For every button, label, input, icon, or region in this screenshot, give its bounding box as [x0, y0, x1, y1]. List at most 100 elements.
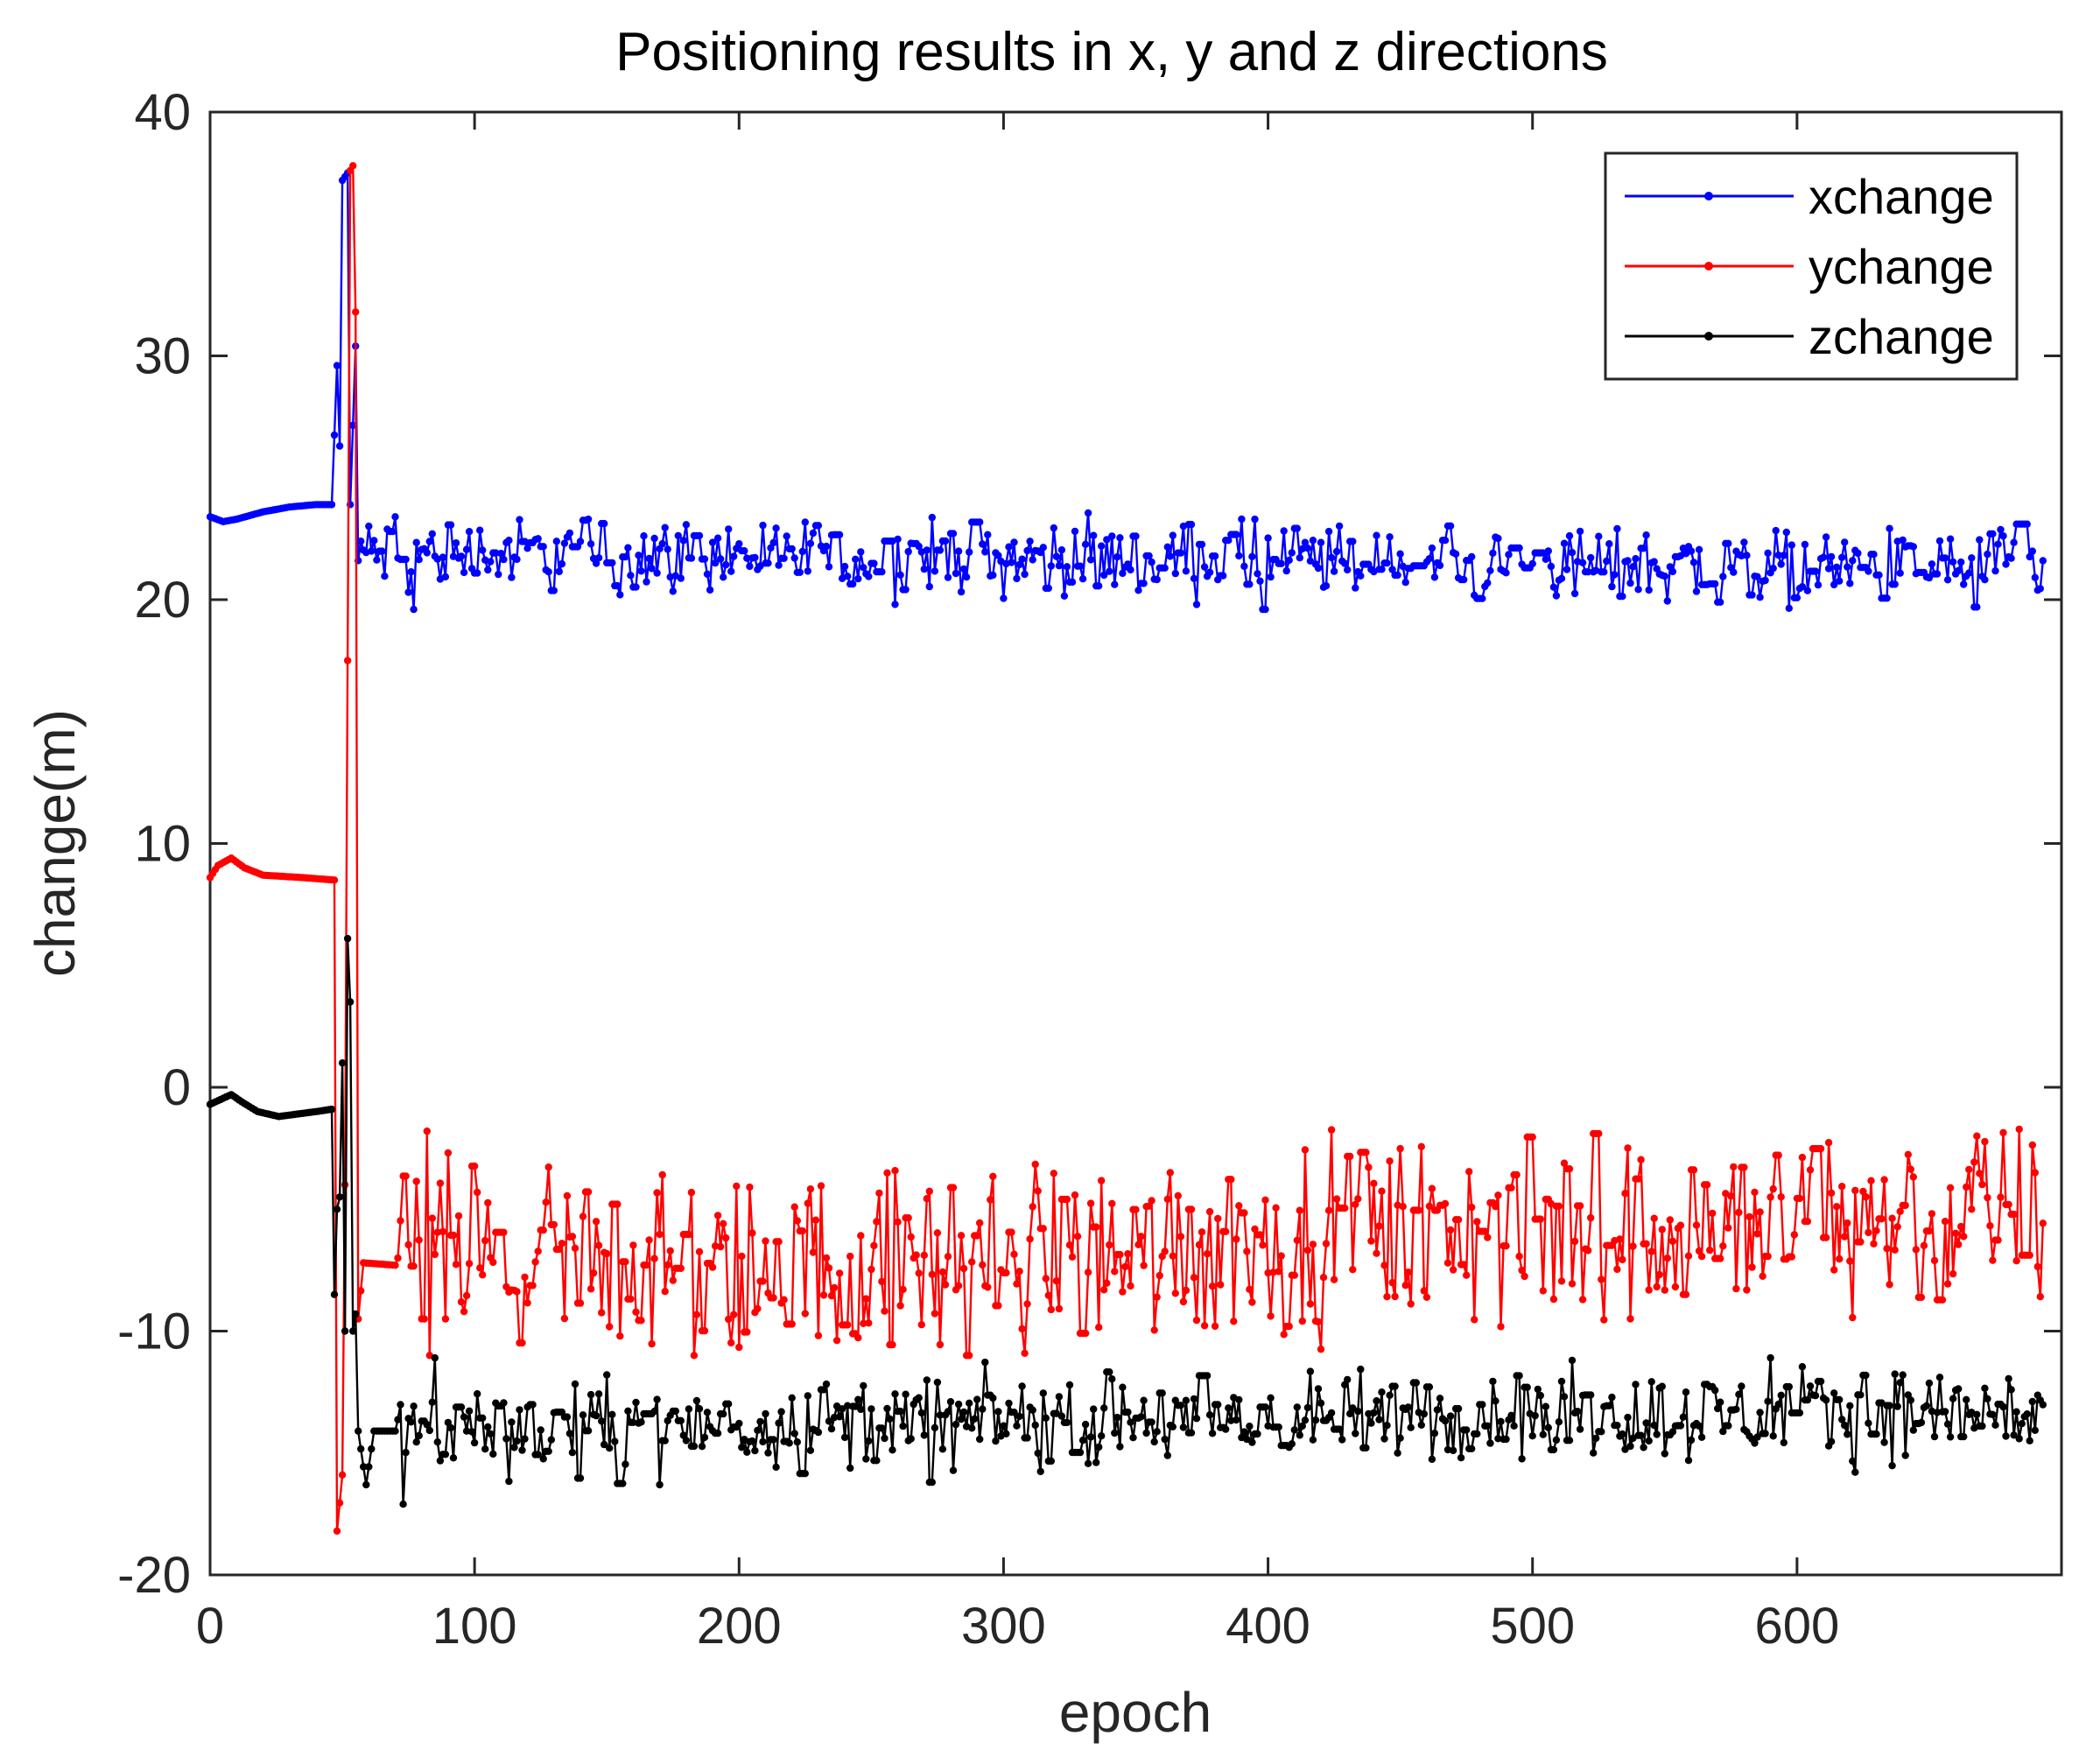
point-xchange [1941, 554, 1949, 562]
point-zchange [865, 1437, 873, 1445]
point-zchange [539, 1455, 547, 1463]
point-xchange [368, 547, 376, 555]
point-xchange [1650, 558, 1658, 566]
point-ychange [936, 1340, 945, 1349]
point-zchange [1697, 1433, 1706, 1442]
point-zchange [1023, 1434, 1031, 1442]
point-zchange [333, 1205, 341, 1213]
point-zchange [1661, 1450, 1669, 1458]
point-xchange [1169, 531, 1177, 539]
point-zchange [1298, 1422, 1307, 1430]
point-ychange [1949, 1269, 1957, 1278]
point-xchange [1769, 565, 1777, 573]
point-xchange [860, 564, 867, 572]
point-ychange [1018, 1325, 1026, 1333]
point-ychange [1073, 1233, 1082, 1240]
point-ychange [891, 1167, 899, 1175]
point-ychange [330, 876, 339, 884]
point-xchange [1446, 522, 1455, 530]
point-xchange [1611, 571, 1619, 579]
point-ychange [1798, 1153, 1807, 1162]
point-ychange [352, 308, 360, 316]
point-xchange [764, 559, 772, 567]
point-ychange [1446, 1226, 1455, 1234]
point-xchange [335, 442, 344, 450]
point-zchange [2002, 1432, 2010, 1440]
point-xchange [2031, 573, 2039, 581]
point-xchange [373, 556, 381, 564]
point-xchange [1145, 552, 1153, 560]
point-xchange [1836, 577, 1844, 585]
point-ychange [2036, 1293, 2044, 1301]
point-xchange [936, 546, 945, 554]
point-xchange [558, 559, 566, 568]
point-ychange [1976, 1170, 1984, 1177]
point-ychange [1417, 1142, 1426, 1151]
point-zchange [632, 1398, 640, 1407]
point-zchange [584, 1427, 593, 1435]
series-zchange [206, 934, 2047, 1508]
point-ychange [1658, 1226, 1667, 1233]
point-zchange [1484, 1422, 1492, 1430]
point-zchange [2018, 1420, 2026, 1428]
point-ychange [589, 1269, 598, 1277]
point-ychange [860, 1319, 867, 1328]
point-xchange [1233, 531, 1240, 538]
point-xchange [462, 545, 471, 553]
point-xchange [1171, 569, 1180, 578]
point-ychange [959, 1264, 968, 1273]
point-zchange [1658, 1382, 1667, 1390]
point-zchange [923, 1376, 931, 1384]
point-zchange [601, 1440, 608, 1449]
point-ychange [867, 1265, 875, 1274]
point-xchange [592, 559, 601, 567]
point-ychange [907, 1233, 915, 1241]
point-ychange [357, 1287, 365, 1295]
point-ychange [1904, 1150, 1912, 1159]
point-xchange [1288, 549, 1296, 557]
point-xchange [505, 537, 513, 545]
point-xchange [1285, 556, 1293, 565]
point-zchange [938, 1445, 947, 1453]
point-zchange [931, 1423, 939, 1432]
point-ychange [957, 1232, 966, 1240]
point-xchange [711, 559, 720, 567]
point-ychange [1528, 1133, 1536, 1142]
point-ychange [912, 1251, 920, 1259]
point-zchange [698, 1443, 706, 1451]
point-xchange [365, 522, 373, 531]
point-zchange [1676, 1422, 1685, 1430]
point-ychange [1724, 1224, 1732, 1232]
point-zchange [412, 1438, 420, 1446]
point-ychange [568, 1233, 577, 1240]
point-ychange [2015, 1125, 2023, 1134]
point-ychange [801, 1310, 809, 1318]
x-axis-label: epoch [1059, 1681, 1212, 1744]
point-ychange [1637, 1156, 1645, 1163]
point-xchange [1629, 563, 1637, 571]
point-ychange [616, 1332, 624, 1340]
point-zchange [944, 1408, 952, 1416]
point-zchange [1549, 1445, 1558, 1454]
point-ychange [1862, 1192, 1870, 1201]
point-zchange [1311, 1416, 1320, 1424]
point-ychange [444, 1149, 453, 1157]
point-xchange [425, 538, 433, 545]
point-zchange [1695, 1422, 1703, 1430]
point-zchange [1375, 1416, 1383, 1423]
point-ychange [1324, 1206, 1333, 1214]
point-xchange [1544, 547, 1553, 555]
point-ychange [1150, 1326, 1158, 1334]
point-xchange [1743, 552, 1751, 559]
point-ychange [1050, 1170, 1058, 1177]
point-xchange [1515, 544, 1523, 552]
point-zchange [608, 1410, 616, 1419]
point-ychange [878, 1277, 886, 1286]
point-xchange [1542, 555, 1550, 563]
point-zchange [1047, 1457, 1056, 1465]
point-zchange [563, 1413, 572, 1421]
point-xchange [1057, 546, 1066, 554]
point-xchange [1140, 580, 1148, 587]
point-zchange [822, 1380, 831, 1388]
point-zchange [772, 1463, 780, 1472]
